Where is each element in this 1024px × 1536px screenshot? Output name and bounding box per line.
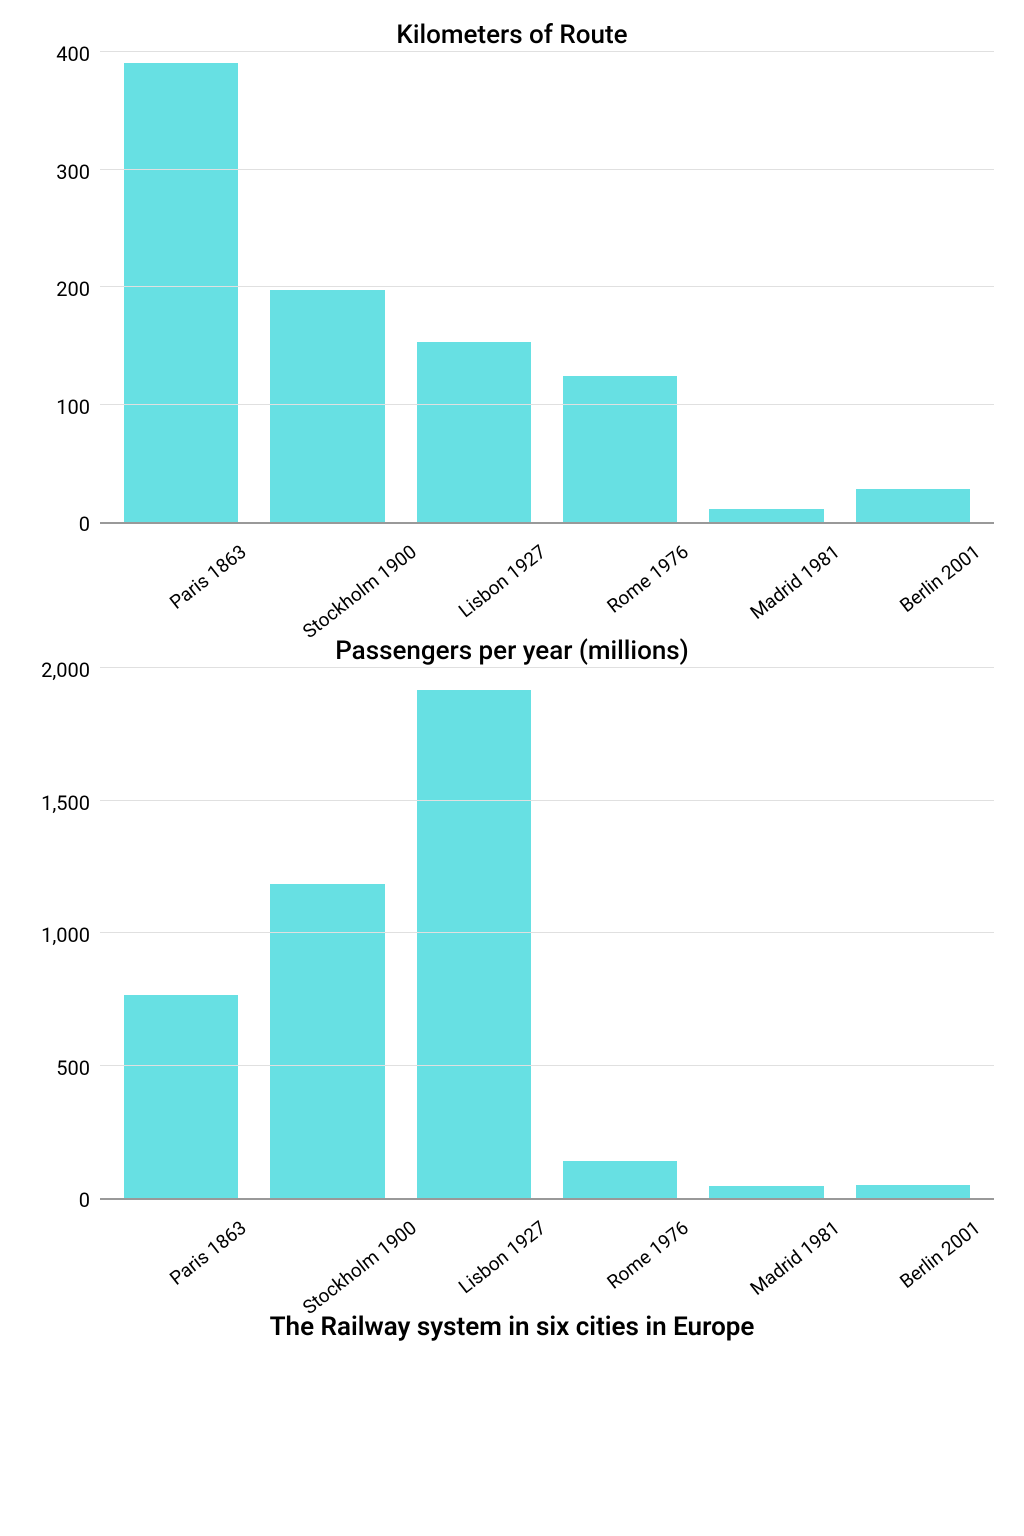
bar <box>270 290 384 522</box>
passengers-chart: Passengers per year (millions) 0 500 1,000… <box>30 636 994 1292</box>
x-label-slot: Stockholm 1900 <box>254 536 400 616</box>
bar <box>563 376 677 522</box>
bar-slot <box>108 54 254 522</box>
x-label-slot: Berlin 2001 <box>840 1212 986 1292</box>
x-label-slot: Lisbon 1927 <box>401 536 547 616</box>
chart2-plot-area <box>100 670 994 1200</box>
y-tick-label: 300 <box>56 160 90 184</box>
bar <box>709 509 823 522</box>
chart1-bars <box>100 54 994 522</box>
x-label-slot: Madrid 1981 <box>693 1212 839 1292</box>
y-tick-label: 100 <box>56 395 90 419</box>
chart1-x-axis: Paris 1863Stockholm 1900Lisbon 1927 Rome … <box>100 536 994 616</box>
x-tick-label: Paris 1863 <box>165 540 250 614</box>
chart1-y-axis: 0100200300400 <box>30 54 100 524</box>
x-tick-label: Rome 1976 <box>602 1216 692 1294</box>
chart1-title: Kilometers of Route <box>30 20 994 50</box>
bar-slot <box>401 670 547 1198</box>
chart2-title: Passengers per year (millions) <box>30 636 994 666</box>
chart2-x-axis: Paris 1863Stockholm 1900Lisbon 1927 Rome … <box>100 1212 994 1292</box>
y-tick-label: 400 <box>56 42 90 66</box>
gridline <box>100 800 994 801</box>
gridline <box>100 169 994 170</box>
chart2-bars <box>100 670 994 1198</box>
chart1-body: 0100200300400 <box>30 54 994 524</box>
bar <box>709 1186 823 1198</box>
bar-slot <box>693 670 839 1198</box>
x-label-slot: Madrid 1981 <box>693 536 839 616</box>
x-tick-label: Berlin 2001 <box>895 540 984 617</box>
y-tick-label: 0 <box>79 1188 90 1212</box>
bar <box>563 1161 677 1198</box>
gridline <box>100 404 994 405</box>
y-tick-label: 200 <box>56 277 90 301</box>
y-tick-label: 2,000 <box>41 658 90 682</box>
y-tick-label: 0 <box>79 512 90 536</box>
x-tick-label: Madrid 1981 <box>746 540 844 624</box>
bar-slot <box>547 670 693 1198</box>
bar <box>124 995 238 1198</box>
y-tick-label: 1,500 <box>41 791 90 815</box>
bar-slot <box>840 54 986 522</box>
y-tick-label: 1,000 <box>41 923 90 947</box>
bar <box>856 1185 970 1198</box>
gridline <box>100 1065 994 1066</box>
bar-slot <box>840 670 986 1198</box>
bar-slot <box>693 54 839 522</box>
x-tick-label: Lisbon 1927 <box>454 1216 550 1298</box>
kilometers-chart: Kilometers of Route 0 100 200 300 400 Paris … <box>30 20 994 616</box>
bar <box>417 690 531 1198</box>
x-label-slot: Paris 1863 <box>108 536 254 616</box>
bar <box>270 884 384 1198</box>
chart2-y-axis: 05001,0001,5002,000 <box>30 670 100 1200</box>
x-tick-label: Berlin 2001 <box>895 1216 984 1293</box>
gridline <box>100 667 994 668</box>
x-label-slot: Stockholm 1900 <box>254 1212 400 1292</box>
bar <box>124 63 238 522</box>
gridline <box>100 51 994 52</box>
x-label-slot: Berlin 2001 <box>840 536 986 616</box>
gridline <box>100 932 994 933</box>
chart2-body: 05001,0001,5002,000 <box>30 670 994 1200</box>
x-label-slot: Rome 1976 <box>547 1212 693 1292</box>
x-tick-label: Madrid 1981 <box>746 1216 844 1300</box>
x-label-slot: Paris 1863 <box>108 1212 254 1292</box>
y-tick-label: 500 <box>56 1056 90 1080</box>
x-label-slot: Rome 1976 <box>547 536 693 616</box>
x-tick-label: Lisbon 1927 <box>454 540 550 622</box>
x-tick-label: Rome 1976 <box>602 540 692 618</box>
bar <box>417 342 531 522</box>
figure-caption: The Railway system in six cities in Euro… <box>30 1312 994 1342</box>
gridline <box>100 286 994 287</box>
x-label-slot: Lisbon 1927 <box>401 1212 547 1292</box>
bar-slot <box>547 54 693 522</box>
bar-slot <box>401 54 547 522</box>
bar-slot <box>254 670 400 1198</box>
bar-slot <box>254 54 400 522</box>
bar-slot <box>108 670 254 1198</box>
bar <box>856 489 970 522</box>
chart1-plot-area <box>100 54 994 524</box>
x-tick-label: Paris 1863 <box>165 1216 250 1290</box>
